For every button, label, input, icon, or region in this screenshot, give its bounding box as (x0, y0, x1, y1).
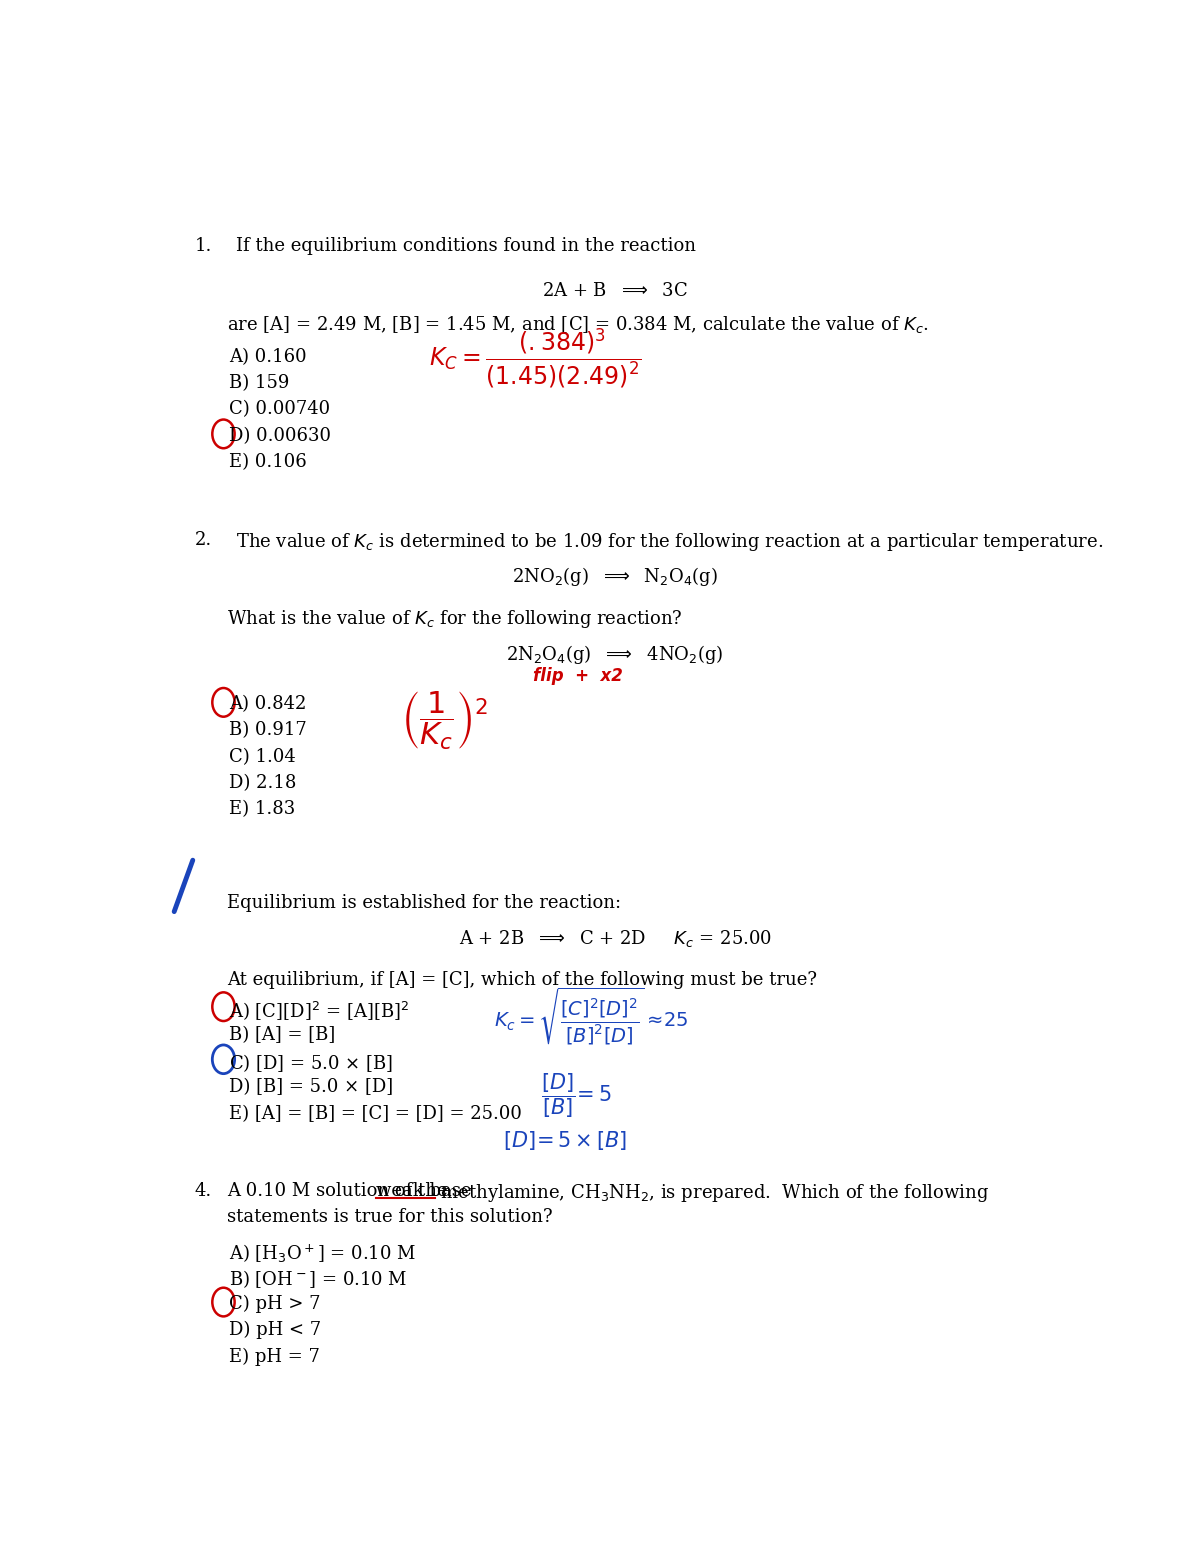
Text: D) 0.00630: D) 0.00630 (229, 427, 331, 444)
Text: 2A + B  $\Longrightarrow$  3C: 2A + B $\Longrightarrow$ 3C (542, 283, 688, 300)
Text: B) 0.917: B) 0.917 (229, 722, 307, 739)
Text: 2NO$_2$(g)  $\Longrightarrow$  N$_2$O$_4$(g): 2NO$_2$(g) $\Longrightarrow$ N$_2$O$_4$(… (512, 565, 718, 589)
Text: C) pH > 7: C) pH > 7 (229, 1295, 320, 1314)
Text: 2N$_2$O$_4$(g)  $\Longrightarrow$  4NO$_2$(g): 2N$_2$O$_4$(g) $\Longrightarrow$ 4NO$_2$… (506, 643, 724, 666)
Text: B) [OH$^-$] = 0.10 M: B) [OH$^-$] = 0.10 M (229, 1269, 408, 1291)
Text: E) pH = 7: E) pH = 7 (229, 1348, 320, 1365)
Text: statements is true for this solution?: statements is true for this solution? (227, 1208, 553, 1227)
Text: C) 0.00740: C) 0.00740 (229, 401, 330, 418)
Text: D) [B] = 5.0 × [D]: D) [B] = 5.0 × [D] (229, 1078, 394, 1096)
Text: are [A] = 2.49 M, [B] = 1.45 M, and [C] = 0.384 M, calculate the value of $K_c$.: are [A] = 2.49 M, [B] = 1.45 M, and [C] … (227, 314, 929, 335)
Text: E) [A] = [B] = [C] = [D] = 25.00: E) [A] = [B] = [C] = [D] = 25.00 (229, 1104, 522, 1123)
Text: $K_C = \dfrac{(.384)^3}{(1.45)(2.49)^2}$: $K_C = \dfrac{(.384)^3}{(1.45)(2.49)^2}$ (430, 326, 641, 390)
Text: E) 1.83: E) 1.83 (229, 800, 295, 818)
Text: $\dfrac{[D]}{[B]}\!=5$: $\dfrac{[D]}{[B]}\!=5$ (540, 1072, 611, 1120)
Text: A) [H$_3$O$^+$] = 0.10 M: A) [H$_3$O$^+$] = 0.10 M (229, 1242, 416, 1264)
Text: flip  +  x2: flip + x2 (533, 668, 623, 685)
Text: A) 0.842: A) 0.842 (229, 696, 306, 713)
Text: B) 159: B) 159 (229, 374, 289, 391)
Text: If the equilibrium conditions found in the reaction: If the equilibrium conditions found in t… (236, 236, 696, 255)
Text: A) 0.160: A) 0.160 (229, 348, 307, 367)
Text: A 0.10 M solution of the: A 0.10 M solution of the (227, 1182, 454, 1200)
Text: methylamine, CH$_3$NH$_2$, is prepared.  Which of the following: methylamine, CH$_3$NH$_2$, is prepared. … (434, 1182, 989, 1205)
Text: Equilibrium is established for the reaction:: Equilibrium is established for the react… (227, 893, 622, 912)
Text: C) 1.04: C) 1.04 (229, 749, 296, 766)
Text: D) pH < 7: D) pH < 7 (229, 1322, 322, 1339)
Text: A + 2B  $\Longrightarrow$  C + 2D     $K_c$ = 25.00: A + 2B $\Longrightarrow$ C + 2D $K_c$ = … (458, 927, 772, 949)
Text: 2.: 2. (194, 531, 212, 548)
Text: $\left(\dfrac{1}{K_c}\right)^2$: $\left(\dfrac{1}{K_c}\right)^2$ (401, 690, 488, 752)
Text: C) [D] = 5.0 $\times$ [B]: C) [D] = 5.0 $\times$ [B] (229, 1051, 394, 1075)
Text: weak base: weak base (376, 1182, 472, 1200)
Text: At equilibrium, if [A] = [C], which of the following must be true?: At equilibrium, if [A] = [C], which of t… (227, 972, 817, 989)
Text: A) [C][D]$^2$ = [A][B]$^2$: A) [C][D]$^2$ = [A][B]$^2$ (229, 1000, 409, 1022)
Text: 1.: 1. (194, 236, 212, 255)
Text: B) [A] = [B]: B) [A] = [B] (229, 1027, 335, 1044)
Text: $K_c = \sqrt{\dfrac{[C]^2[D]^2}{[B]^2[D]}} \approx\!25$: $K_c = \sqrt{\dfrac{[C]^2[D]^2}{[B]^2[D]… (494, 985, 689, 1047)
Text: $[D]\!=5\times[B]$: $[D]\!=5\times[B]$ (504, 1129, 628, 1152)
Text: 4.: 4. (194, 1182, 212, 1200)
Text: The value of $K_c$ is determined to be 1.09 for the following reaction at a part: The value of $K_c$ is determined to be 1… (236, 531, 1104, 553)
Text: D) 2.18: D) 2.18 (229, 773, 296, 792)
Text: What is the value of $K_c$ for the following reaction?: What is the value of $K_c$ for the follo… (227, 609, 683, 631)
Text: E) 0.106: E) 0.106 (229, 453, 307, 471)
